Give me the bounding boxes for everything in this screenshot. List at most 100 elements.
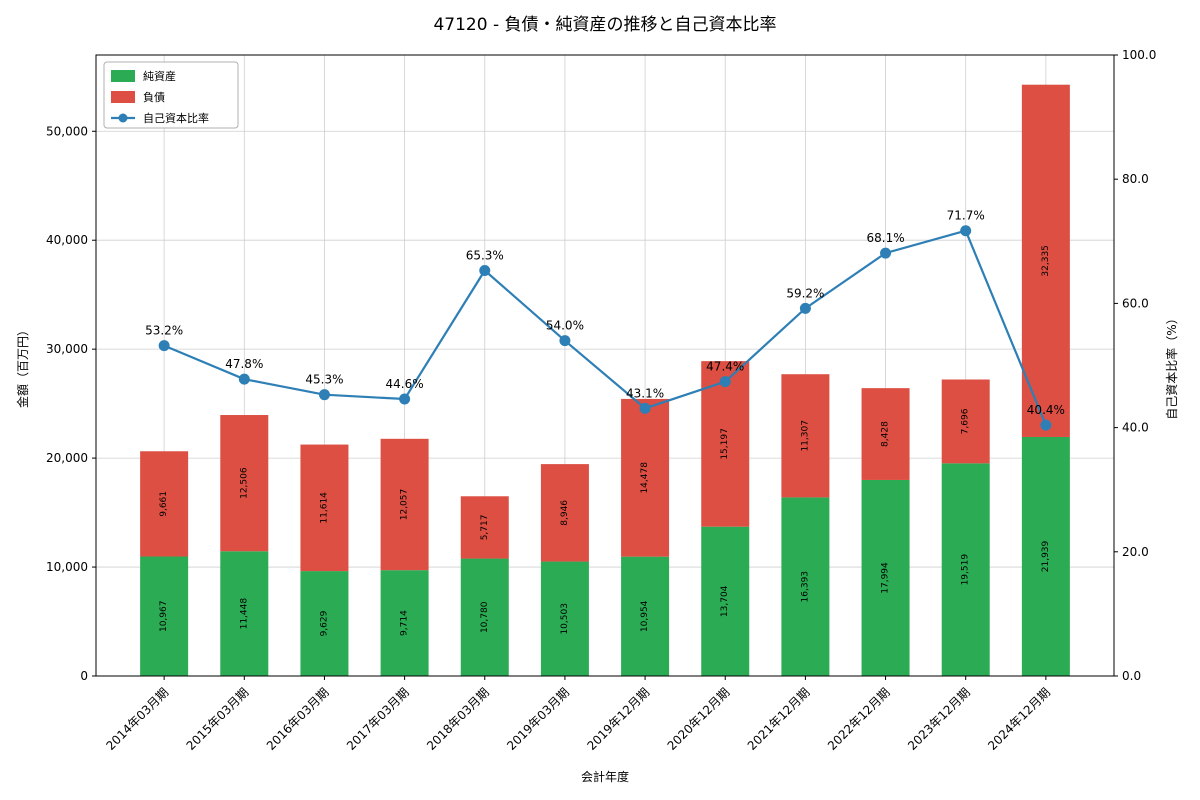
y-tick-label-right: 20.0: [1122, 545, 1149, 559]
x-tick-label: 2020年12月期: [665, 685, 733, 753]
ratio-value-label: 54.0%: [546, 319, 584, 333]
y-tick-label-left: 0: [80, 669, 88, 683]
bar-segment-equity: [781, 497, 830, 676]
ratio-value-label: 53.2%: [145, 324, 183, 338]
ratio-marker: [318, 389, 330, 401]
plot-area: 10,967 9,661 11,448 12,506 9,629 11,614 9,714 1…: [46, 48, 1156, 753]
x-tick-label: 2023年12月期: [905, 685, 973, 753]
plot-border: [95, 54, 1115, 677]
bar-value-label-equity: 16,393: [800, 571, 810, 603]
ratio-value-label: 47.4%: [706, 360, 744, 374]
y-tick-label-right: 60.0: [1122, 296, 1149, 310]
x-tick-label: 2021年12月期: [745, 685, 813, 753]
bar-value-label-debt: 8,428: [881, 421, 891, 447]
ratio-value-label: 47.8%: [225, 357, 263, 371]
bar-value-label-equity: 19,519: [961, 554, 971, 586]
bar-value-label-equity: 9,714: [400, 610, 410, 636]
bar-segment-equity: [460, 558, 509, 676]
y-tick-label-left: 40,000: [46, 233, 88, 247]
ratio-value-label: 59.2%: [786, 286, 824, 300]
ratio-marker: [799, 302, 811, 314]
ratio-line: [163, 229, 1047, 426]
ratio-value-label: 65.3%: [466, 248, 504, 262]
y-tick-label-right: 80.0: [1122, 172, 1149, 186]
bar-value-label-debt: 12,506: [239, 467, 249, 499]
legend-color-swatch: [111, 70, 135, 82]
ratio-value-label: 43.1%: [626, 386, 664, 400]
bar-segment-equity: [380, 570, 429, 676]
bar-value-label-debt: 8,946: [560, 500, 570, 526]
ratio-marker: [399, 393, 411, 405]
bar-value-label-equity: 10,967: [159, 601, 169, 633]
legend-color-swatch: [111, 91, 135, 103]
y-tick-label-left: 50,000: [46, 124, 88, 138]
y-tick-label-right: 40.0: [1122, 421, 1149, 435]
ratio-marker: [639, 402, 651, 414]
y-tick-label-left: 20,000: [46, 451, 88, 465]
bar-segment-debt: [621, 398, 670, 557]
bar-value-label-debt: 9,661: [159, 491, 169, 517]
ratio-value-label: 68.1%: [866, 231, 904, 245]
bar-segment-debt: [861, 388, 910, 480]
bar-segment-debt: [540, 464, 589, 562]
bar-segment-debt: [460, 496, 509, 559]
bar-value-label-debt: 5,717: [480, 515, 490, 541]
bar-segment-equity: [140, 556, 189, 676]
x-tick-label: 2014年03月期: [104, 685, 172, 753]
bar-value-label-equity: 10,780: [480, 601, 490, 633]
x-tick-label: 2024年12月期: [985, 685, 1053, 753]
x-tick-label: 2019年03月期: [504, 685, 572, 753]
legend-item-label: 負債: [143, 90, 165, 104]
bar-segment-debt: [220, 415, 269, 552]
ratio-marker: [158, 340, 170, 352]
x-axis-label: 会計年度: [581, 769, 629, 784]
ratio-value-label: 71.7%: [947, 209, 985, 223]
bar-segment-debt: [941, 379, 990, 464]
bar-value-label-debt: 7,696: [961, 408, 971, 434]
bar-segment-debt: [300, 444, 349, 572]
x-tick-label: 2019年12月期: [584, 685, 652, 753]
ratio-marker: [238, 373, 250, 385]
bar-segment-equity: [540, 561, 589, 676]
bar-segment-equity: [861, 479, 910, 676]
y-tick-label-left: 30,000: [46, 342, 88, 356]
x-tick-label: 2016年03月期: [264, 685, 332, 753]
bar-segment-equity: [621, 556, 670, 676]
legend-box: [103, 61, 239, 129]
x-tick-label: 2015年03月期: [184, 685, 252, 753]
x-tick-label: 2017年03月期: [344, 685, 412, 753]
ratio-marker: [960, 225, 972, 237]
bar-value-label-debt: 14,478: [640, 462, 650, 494]
y-axis-label-left: 金額（百万円）: [15, 324, 30, 408]
bar-value-label-debt: 32,335: [1041, 245, 1051, 277]
bar-value-label-debt: 11,307: [800, 420, 810, 452]
bar-segment-debt: [781, 374, 830, 498]
bar-segment-equity: [300, 571, 349, 676]
y-axis-label-right: 自己資本比率（%）: [1164, 312, 1179, 419]
bar-value-label-equity: 10,503: [560, 603, 570, 635]
bar-segment-equity: [1021, 436, 1070, 676]
bar-value-label-debt: 12,057: [400, 489, 410, 521]
ratio-value-label: 40.4%: [1027, 403, 1065, 417]
chart-title: 47120 - 負債・純資産の推移と自己資本比率: [433, 15, 776, 35]
legend-item-label: 純資産: [143, 70, 176, 83]
ratio-value-label: 45.3%: [305, 373, 343, 387]
bar-segment-debt: [380, 438, 429, 571]
bar-segment-debt: [140, 451, 189, 557]
ratio-marker: [559, 335, 571, 347]
bar-value-label-equity: 21,939: [1041, 540, 1051, 572]
ratio-marker: [719, 376, 731, 388]
x-tick-label: 2018年03月期: [424, 685, 492, 753]
ratio-marker: [880, 247, 892, 259]
bar-segment-equity: [941, 463, 990, 676]
legend-marker-swatch: [118, 113, 128, 123]
bar-value-label-debt: 11,614: [319, 492, 329, 524]
bar-value-label-equity: 17,994: [881, 562, 891, 594]
bar-segment-equity: [220, 551, 269, 676]
legend-item-label: 自己資本比率: [143, 111, 209, 125]
bar-value-label-equity: 13,704: [720, 585, 730, 617]
ratio-value-label: 44.6%: [386, 377, 424, 391]
ratio-marker: [479, 264, 491, 276]
